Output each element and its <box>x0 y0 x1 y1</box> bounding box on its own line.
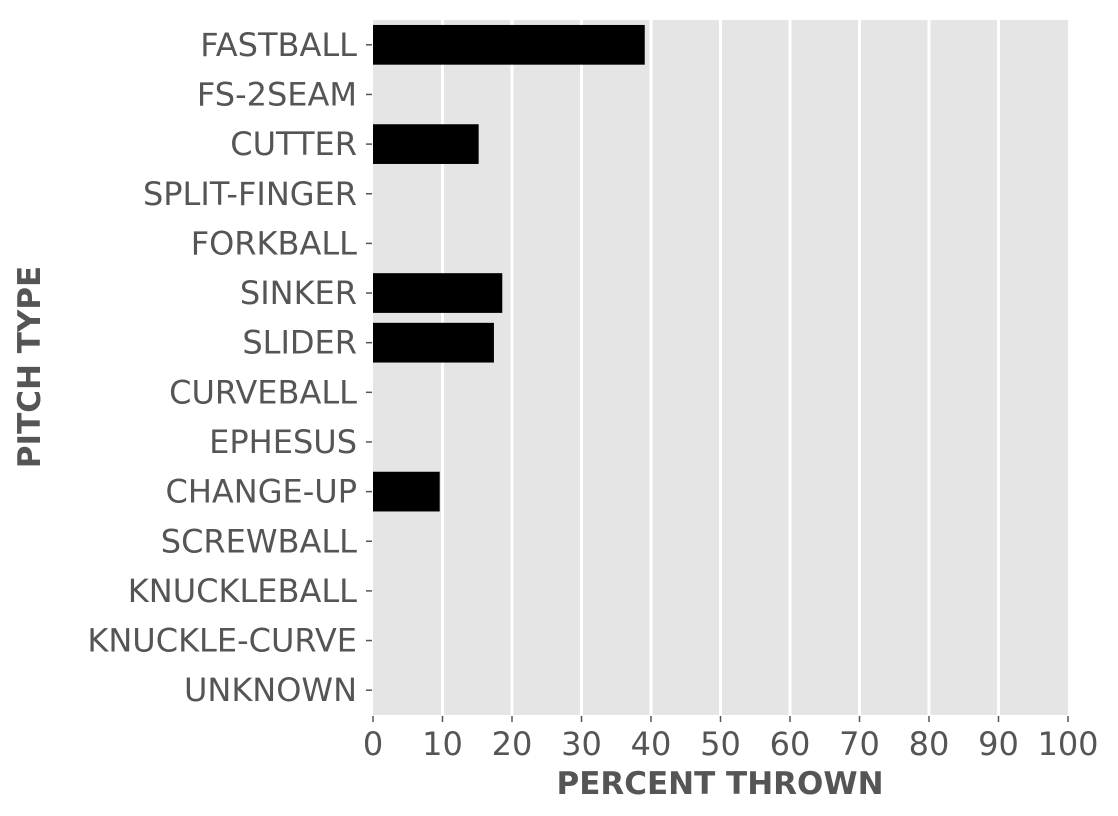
bars <box>373 24 645 512</box>
bar-cutter <box>373 124 479 164</box>
bar-slider <box>373 322 494 363</box>
x-tick-label-10: 10 <box>422 725 463 763</box>
y-tick-label-ephesus: EPHESUS <box>209 423 357 461</box>
x-tick-label-90: 90 <box>978 725 1019 763</box>
y-tick-label-split-finger: SPLIT-FINGER <box>143 175 357 213</box>
y-tick-label-sinker: SINKER <box>240 274 357 312</box>
x-tick-label-30: 30 <box>561 725 602 763</box>
y-tick-label-slider: SLIDER <box>242 324 357 362</box>
y-tick-label-unknown: UNKNOWN <box>184 671 357 709</box>
y-tick-label-fastball: FASTBALL <box>200 26 357 64</box>
bar-sinker <box>373 273 503 313</box>
y-tick-label-forkball: FORKBALL <box>191 224 357 262</box>
x-tick-label-50: 50 <box>700 725 741 763</box>
y-tick-label-cutter: CUTTER <box>230 125 357 163</box>
y-tick-label-screwball: SCREWBALL <box>161 522 357 560</box>
y-tick-label-knuckleball: KNUCKLEBALL <box>128 572 357 610</box>
bar-change-up <box>373 471 440 512</box>
y-tick-label-change-up: CHANGE-UP <box>165 473 357 511</box>
x-tick-label-70: 70 <box>839 725 880 763</box>
bar-fastball <box>373 24 645 65</box>
y-tick-label-curveball: CURVEBALL <box>169 373 357 411</box>
y-tick-label-fs-2seam: FS-2SEAM <box>197 75 357 113</box>
x-tick-label-0: 0 <box>363 725 383 763</box>
x-tick-label-60: 60 <box>770 725 811 763</box>
y-axis-title: PITCH TYPE <box>12 266 48 468</box>
x-axis-title: PERCENT THROWN <box>556 766 883 802</box>
x-tick-label-20: 20 <box>492 725 533 763</box>
y-axis-ticks: FASTBALL FS-2SEAM CUTTER SPLIT-FINGER FORKBA… <box>87 26 372 709</box>
x-tick-label-40: 40 <box>631 725 672 763</box>
x-axis-ticks: 0 10 20 30 40 50 60 70 80 90 100 <box>363 716 1099 763</box>
y-tick-label-knuckle-curve: KNUCKLE-CURVE <box>87 622 357 660</box>
x-tick-label-100: 100 <box>1037 725 1098 763</box>
x-tick-label-80: 80 <box>909 725 950 763</box>
